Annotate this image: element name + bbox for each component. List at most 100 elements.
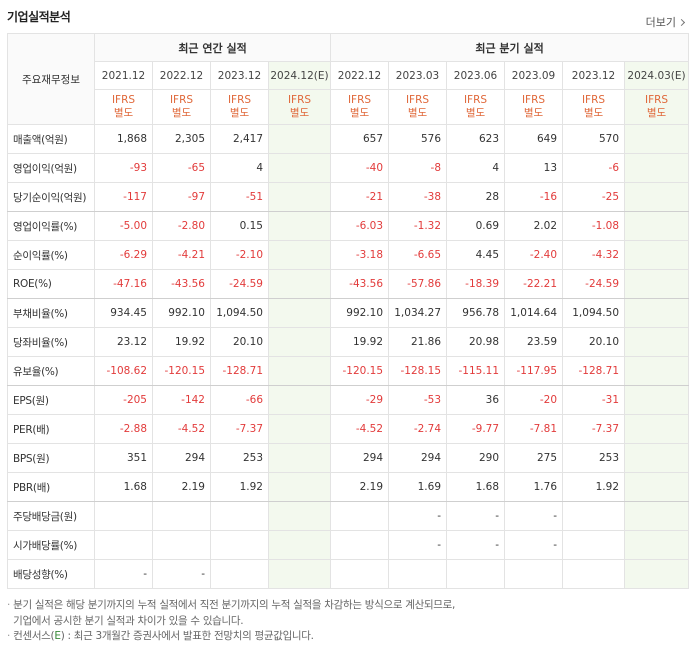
table-cell bbox=[152, 530, 211, 560]
row-label: 당기순이익(억원) bbox=[7, 182, 95, 212]
table-row: 부채비율(%) 934.45 992.10 1,094.50 992.10 1,034.2… bbox=[7, 298, 690, 328]
table-cell bbox=[267, 327, 332, 357]
ifrs-bottom: 별도 bbox=[523, 107, 544, 119]
table-cell bbox=[94, 501, 153, 531]
row-label: PER(배) bbox=[7, 414, 95, 444]
table-cell: 21.86 bbox=[388, 327, 448, 357]
table-cell: 290 bbox=[446, 443, 506, 473]
row-label: 영업이익률(%) bbox=[7, 211, 95, 241]
table-cell: 1.68 bbox=[94, 472, 153, 502]
table-row: 유보율(%) -108.62 -120.15 -128.71 -120.15 -128.1… bbox=[7, 356, 690, 386]
table-cell: 351 bbox=[94, 443, 153, 473]
table-cell: -6.65 bbox=[388, 240, 448, 270]
table-cell: -128.15 bbox=[388, 356, 448, 386]
ifrs-top: IFRS bbox=[287, 94, 312, 106]
table-body: 매출액(억원) 1,868 2,305 2,417 657 576 623 649 570 영업이… bbox=[7, 124, 690, 589]
table-cell: -9.77 bbox=[446, 414, 506, 444]
table-cell: 1,094.50 bbox=[562, 298, 626, 328]
table-cell: -93 bbox=[94, 153, 153, 183]
table-row: ROE(%) -47.16 -43.56 -24.59 -43.56 -57.86 -18.… bbox=[7, 269, 690, 299]
row-label: ROE(%) bbox=[7, 269, 95, 299]
table-cell: 20.10 bbox=[562, 327, 626, 357]
table-cell: 1,034.27 bbox=[388, 298, 448, 328]
ifrs-label: IFRS 별도 bbox=[94, 89, 153, 125]
table-cell: - bbox=[504, 530, 564, 560]
table-cell: 576 bbox=[388, 124, 448, 154]
table-cell bbox=[446, 559, 506, 589]
row-label: 배당성향(%) bbox=[7, 559, 95, 589]
table-cell bbox=[624, 211, 690, 241]
table-cell: 2.02 bbox=[504, 211, 564, 241]
table-cell bbox=[562, 559, 626, 589]
footnote-2: · 컨센서스(E) : 최근 3개월간 증권사에서 발표한 전망치의 평균값입니… bbox=[7, 630, 314, 642]
ifrs-bottom: 별도 bbox=[465, 107, 486, 119]
table-cell bbox=[624, 356, 690, 386]
table-cell: 657 bbox=[330, 124, 390, 154]
table-cell: 1.92 bbox=[562, 472, 626, 502]
table-cell: 1.68 bbox=[446, 472, 506, 502]
table-cell: 956.78 bbox=[446, 298, 506, 328]
table-cell bbox=[504, 559, 564, 589]
table-cell: 20.10 bbox=[210, 327, 269, 357]
table-cell bbox=[267, 443, 332, 473]
table-cell bbox=[330, 530, 390, 560]
ifrs-top: IFRS bbox=[347, 94, 372, 106]
section-title: 기업실적분석 bbox=[7, 10, 71, 24]
table-cell: -22.21 bbox=[504, 269, 564, 299]
table-cell bbox=[624, 298, 690, 328]
table-cell: -115.11 bbox=[446, 356, 506, 386]
table-row: 영업이익(억원) -93 -65 4 -40 -8 4 13 -6 bbox=[7, 153, 690, 183]
table-cell bbox=[562, 501, 626, 531]
table-cell: -1.32 bbox=[388, 211, 448, 241]
table-row: 시가배당률(%) - - - bbox=[7, 530, 690, 560]
table-cell bbox=[267, 501, 332, 531]
footnote-1-cont: 기업에서 공시한 분기 실적과 차이가 있을 수 있습니다. bbox=[13, 614, 244, 627]
table-cell bbox=[388, 559, 448, 589]
table-cell: 4 bbox=[446, 153, 506, 183]
period-header: 2024.12(E) bbox=[267, 61, 332, 90]
table-cell: -6 bbox=[562, 153, 626, 183]
table-cell: 934.45 bbox=[94, 298, 153, 328]
ifrs-top: IFRS bbox=[463, 94, 488, 106]
table-cell: -21 bbox=[330, 182, 390, 212]
table-cell bbox=[267, 269, 332, 299]
table-cell: -66 bbox=[210, 385, 269, 415]
table-cell: 4.45 bbox=[446, 240, 506, 270]
table-cell: - bbox=[388, 530, 448, 560]
annual-group-header: 최근 연간 실적 bbox=[93, 33, 332, 62]
table-cell bbox=[624, 327, 690, 357]
table-cell: 13 bbox=[504, 153, 564, 183]
row-label: BPS(원) bbox=[7, 443, 95, 473]
table-cell: 1,014.64 bbox=[504, 298, 564, 328]
table-cell bbox=[267, 153, 332, 183]
table-row: 배당성향(%) - - bbox=[7, 559, 690, 589]
table-cell: 253 bbox=[210, 443, 269, 473]
period-header: 2023.09 bbox=[504, 61, 564, 90]
table-cell bbox=[267, 530, 332, 560]
table-cell bbox=[267, 385, 332, 415]
table-cell: -53 bbox=[388, 385, 448, 415]
table-cell: -2.40 bbox=[504, 240, 564, 270]
group-header-row: 주요재무정보 최근 연간 실적 최근 분기 실적 bbox=[7, 33, 690, 125]
table-row: 매출액(억원) 1,868 2,305 2,417 657 576 623 649 570 bbox=[7, 124, 690, 154]
ifrs-label: IFRS 별도 bbox=[388, 89, 448, 125]
table-cell: 19.92 bbox=[152, 327, 211, 357]
table-cell bbox=[624, 182, 690, 212]
table-cell bbox=[624, 124, 690, 154]
table-cell: -1.08 bbox=[562, 211, 626, 241]
table-cell: -2.10 bbox=[210, 240, 269, 270]
chevron-right-icon bbox=[677, 18, 686, 27]
ifrs-label: IFRS 별도 bbox=[152, 89, 211, 125]
footnote-1: · 분기 실적은 해당 분기까지의 누적 실적에서 직전 분기까지의 누적 실적… bbox=[7, 599, 456, 611]
table-cell: -18.39 bbox=[446, 269, 506, 299]
table-cell: -2.80 bbox=[152, 211, 211, 241]
table-cell bbox=[624, 385, 690, 415]
table-cell bbox=[624, 240, 690, 270]
table-cell: -4.52 bbox=[152, 414, 211, 444]
more-label: 더보기 bbox=[645, 16, 676, 29]
table-cell: 20.98 bbox=[446, 327, 506, 357]
row-label: EPS(원) bbox=[7, 385, 95, 415]
table-cell bbox=[624, 153, 690, 183]
ifrs-top: IFRS bbox=[581, 94, 606, 106]
more-link[interactable]: 더보기 bbox=[645, 14, 686, 30]
